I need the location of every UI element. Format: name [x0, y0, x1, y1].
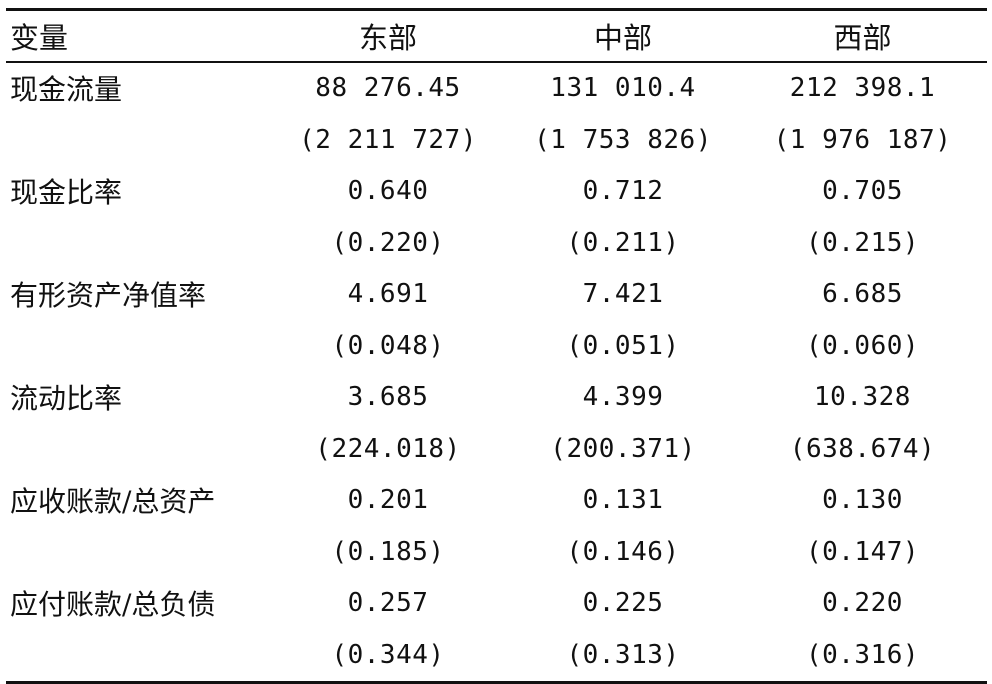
se-west: (0.060) — [805, 330, 920, 361]
value-west: 10.328 — [814, 382, 911, 413]
se-west: (0.316) — [805, 639, 920, 670]
row-label: 应收账款/总资产 — [10, 485, 216, 519]
statistics-table: 变量 东部 中部 西部 现金流量 88 276.45 131 010.4 212… — [6, 8, 987, 684]
value-central: 0.712 — [582, 176, 664, 207]
se-west: (638.674) — [789, 433, 936, 464]
table-row-se: (224.018) (200.371) (638.674) — [6, 423, 987, 475]
se-east: (2 211 727) — [299, 124, 477, 155]
value-east: 4.691 — [347, 279, 429, 310]
value-east: 0.257 — [347, 588, 429, 619]
se-central: (200.371) — [550, 433, 696, 464]
row-label: 应付账款/总负债 — [10, 588, 216, 622]
value-east: 0.640 — [347, 176, 429, 207]
header-east: 东部 — [358, 21, 417, 55]
value-central: 0.225 — [582, 588, 664, 619]
value-central: 7.421 — [582, 279, 664, 310]
table-row-se: (0.185) (0.146) (0.147) — [6, 526, 987, 578]
table-row: 现金流量 88 276.45 131 010.4 212 398.1 — [6, 63, 987, 115]
value-central: 131 010.4 — [550, 73, 696, 104]
se-east: (0.220) — [331, 227, 445, 258]
se-central: (0.211) — [566, 227, 680, 258]
value-west: 0.220 — [822, 588, 903, 619]
se-east: (0.344) — [331, 639, 445, 670]
table-row: 流动比率 3.685 4.399 10.328 — [6, 372, 987, 424]
se-east: (0.185) — [331, 536, 445, 567]
table-row-se: (0.220) (0.211) (0.215) — [6, 217, 987, 269]
header-variable: 变量 — [10, 21, 69, 55]
table-row-se: (0.344) (0.313) (0.316) — [6, 629, 987, 681]
row-label: 现金比率 — [10, 176, 123, 210]
table-row: 现金比率 0.640 0.712 0.705 — [6, 166, 987, 218]
se-central: (0.146) — [566, 536, 680, 567]
row-label: 流动比率 — [10, 382, 123, 416]
table-row-se: (0.048) (0.051) (0.060) — [6, 320, 987, 372]
header-west: 西部 — [833, 21, 892, 55]
se-central: (1 753 826) — [534, 124, 712, 155]
se-west: (0.215) — [805, 227, 920, 258]
data-table: 变量 东部 中部 西部 — [6, 11, 987, 61]
top-rule — [6, 8, 987, 11]
se-west: (0.147) — [805, 536, 920, 567]
value-west: 0.705 — [822, 176, 903, 207]
value-east: 88 276.45 — [315, 73, 461, 104]
header-rule — [6, 61, 987, 63]
table-row: 有形资产净值率 4.691 7.421 6.685 — [6, 269, 987, 321]
table-row: 应收账款/总资产 0.201 0.131 0.130 — [6, 475, 987, 527]
se-west: (1 976 187) — [773, 124, 952, 155]
value-west: 0.130 — [822, 485, 903, 516]
table-row: 应付账款/总负债 0.257 0.225 0.220 — [6, 578, 987, 630]
header-central: 中部 — [593, 21, 652, 55]
row-label: 有形资产净值率 — [10, 279, 207, 313]
bottom-rule — [6, 680, 987, 684]
se-central: (0.313) — [566, 639, 680, 670]
header-row: 变量 东部 中部 西部 — [6, 11, 987, 61]
value-east: 3.685 — [347, 382, 429, 413]
row-label: 现金流量 — [10, 73, 123, 107]
value-west: 6.685 — [822, 279, 903, 310]
se-east: (224.018) — [315, 433, 461, 464]
se-east: (0.048) — [331, 330, 445, 361]
table-row-se: (2 211 727) (1 753 826) (1 976 187) — [6, 114, 987, 166]
se-central: (0.051) — [566, 330, 680, 361]
value-east: 0.201 — [347, 485, 429, 516]
data-body: 现金流量 88 276.45 131 010.4 212 398.1 (2 21… — [6, 63, 987, 681]
value-central: 0.131 — [582, 485, 664, 516]
value-central: 4.399 — [582, 382, 664, 413]
value-west: 212 398.1 — [789, 73, 936, 104]
